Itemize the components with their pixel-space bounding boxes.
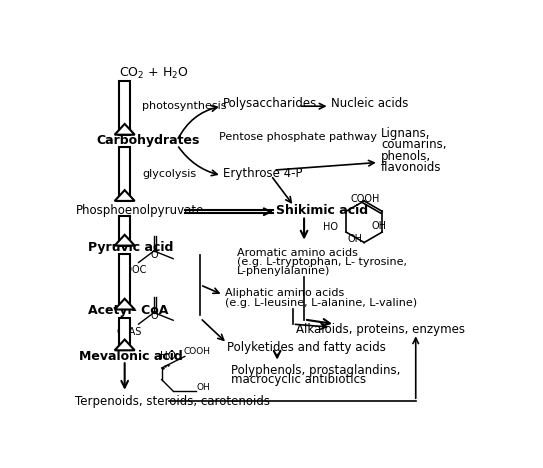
Text: Erythrose 4-P: Erythrose 4-P — [223, 167, 303, 180]
Text: macrocyclic antibiotics: macrocyclic antibiotics — [231, 373, 366, 386]
Text: Acetyl- CoA: Acetyl- CoA — [89, 304, 169, 317]
Text: COOH: COOH — [350, 194, 380, 205]
Text: COOH: COOH — [184, 347, 211, 356]
Text: HO: HO — [160, 351, 176, 361]
Text: (e.g. L-leusine, L-alanine, L-valine): (e.g. L-leusine, L-alanine, L-valine) — [225, 298, 417, 307]
Polygon shape — [119, 318, 130, 351]
Text: Terpenoids, steroids, carotenoids: Terpenoids, steroids, carotenoids — [75, 395, 270, 408]
Text: Aromatic amino acids: Aromatic amino acids — [237, 248, 358, 257]
Text: OH: OH — [348, 234, 363, 244]
Text: Nucleic acids: Nucleic acids — [331, 97, 408, 110]
Text: OH: OH — [372, 220, 387, 231]
Text: HO: HO — [323, 222, 338, 232]
Text: Polyketides and fatty acids: Polyketides and fatty acids — [227, 341, 386, 354]
Text: glycolysis: glycolysis — [142, 169, 197, 179]
Text: O: O — [150, 250, 157, 260]
Text: HOOC: HOOC — [117, 265, 147, 275]
Text: O: O — [150, 311, 157, 322]
Text: CO$_2$ + H$_2$O: CO$_2$ + H$_2$O — [119, 66, 189, 80]
Text: Lignans,: Lignans, — [381, 127, 431, 139]
Polygon shape — [119, 147, 130, 201]
Polygon shape — [115, 339, 135, 351]
Text: phenols,: phenols, — [381, 150, 431, 163]
Text: Aliphatic amino acids: Aliphatic amino acids — [225, 288, 344, 298]
Text: Pyruvic acid: Pyruvic acid — [89, 241, 174, 254]
Text: Phosphoenolpyruvate: Phosphoenolpyruvate — [75, 204, 204, 217]
Polygon shape — [115, 235, 135, 246]
Polygon shape — [115, 124, 135, 135]
Text: photosynthesis: photosynthesis — [142, 101, 227, 111]
Text: CoAS: CoAS — [117, 327, 142, 337]
Text: Pentose phosphate pathway: Pentose phosphate pathway — [219, 132, 377, 142]
Text: L-phenylalanine): L-phenylalanine) — [237, 266, 331, 276]
Text: (e.g. L-tryptophan, L- tyrosine,: (e.g. L-tryptophan, L- tyrosine, — [237, 257, 407, 267]
Text: Polysaccharides: Polysaccharides — [223, 97, 318, 110]
Text: flavonoids: flavonoids — [381, 161, 441, 174]
Polygon shape — [119, 254, 130, 309]
Polygon shape — [115, 190, 135, 201]
Polygon shape — [119, 216, 130, 246]
Text: coumarins,: coumarins, — [381, 138, 446, 151]
Polygon shape — [115, 299, 135, 309]
Text: OH: OH — [196, 383, 210, 392]
Text: Carbohydrates: Carbohydrates — [96, 134, 200, 147]
Text: Mevalonic acid: Mevalonic acid — [79, 350, 183, 363]
Polygon shape — [119, 81, 130, 135]
Text: Shikimic acid: Shikimic acid — [276, 204, 368, 217]
Text: Alkaloids, proteins, enzymes: Alkaloids, proteins, enzymes — [296, 323, 465, 336]
Text: Polyphenols, prostaglandins,: Polyphenols, prostaglandins, — [231, 364, 400, 377]
